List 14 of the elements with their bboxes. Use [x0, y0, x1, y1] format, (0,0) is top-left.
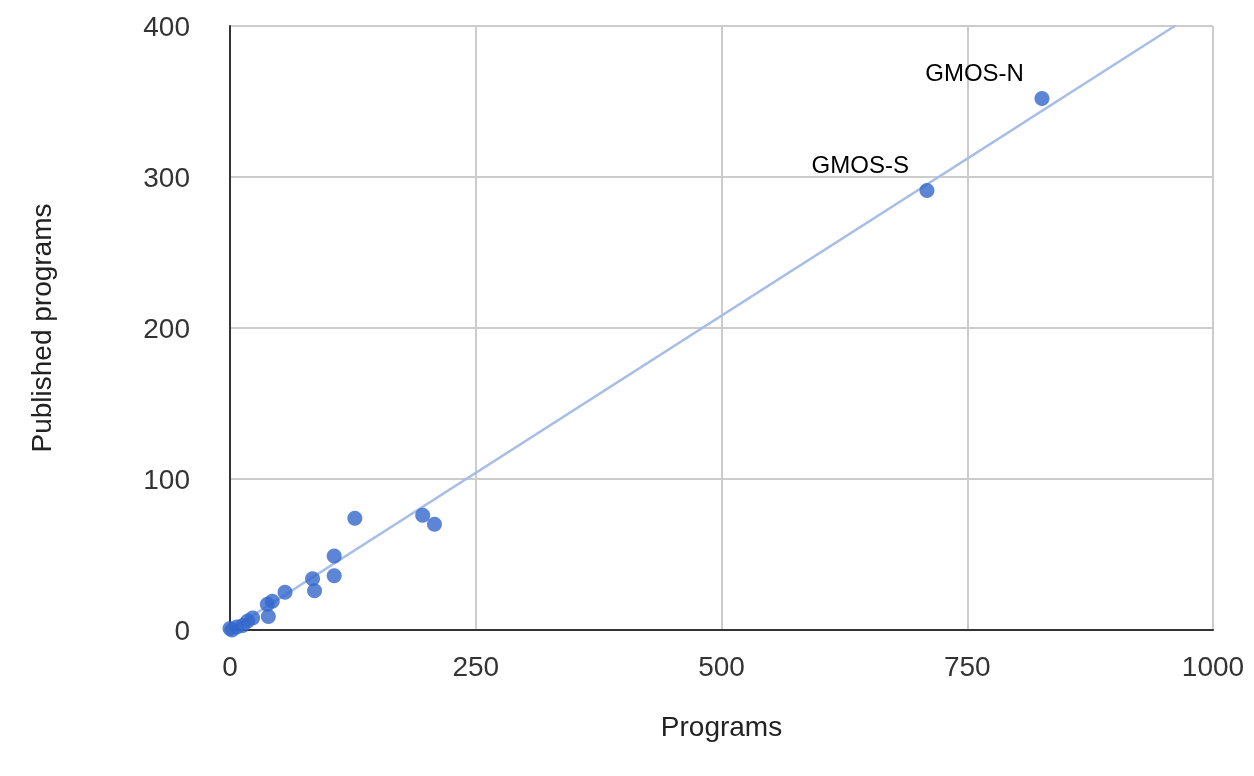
x-tick-label: 0 [222, 650, 238, 682]
x-tick-label: 250 [452, 650, 500, 682]
y-tick-label: 300 [143, 161, 190, 193]
y-tick-label: 100 [143, 463, 190, 495]
y-tick-label: 400 [143, 10, 190, 42]
y-axis-title: Published programs [25, 203, 57, 453]
x-tick-label: 500 [698, 650, 745, 682]
y-tick-label: 200 [143, 312, 190, 344]
x-axis-title: Programs [660, 710, 783, 742]
x-tick-label: 1000 [1181, 650, 1245, 682]
y-tick-label: 0 [174, 614, 190, 646]
annotation: GMOS-S [811, 151, 909, 179]
x-tick-label: 750 [943, 650, 991, 682]
annotation: GMOS-N [925, 58, 1024, 86]
